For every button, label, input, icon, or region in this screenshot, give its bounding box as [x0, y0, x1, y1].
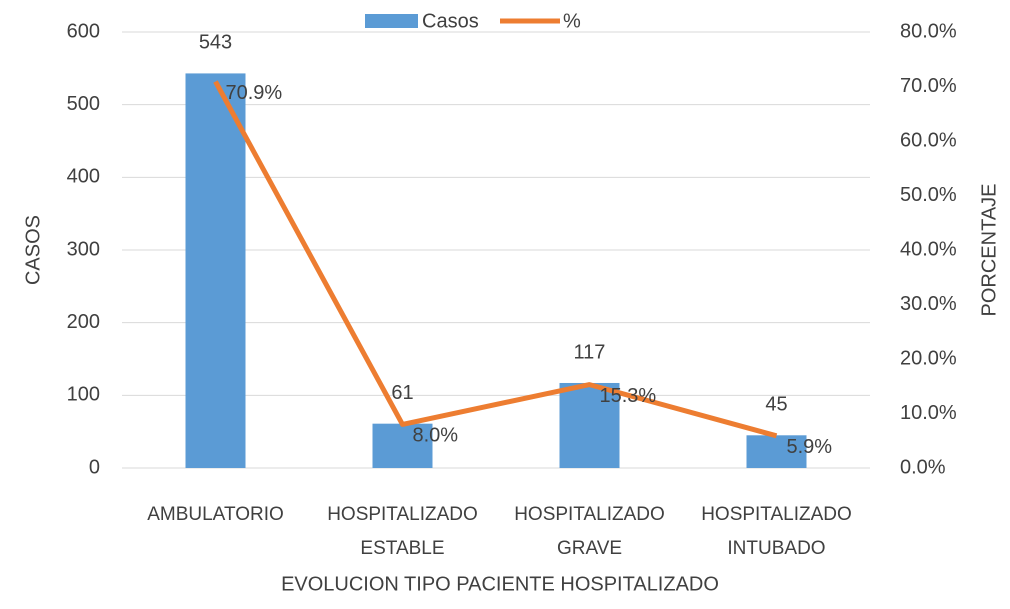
y-tick-label: 400 — [67, 166, 100, 188]
y2-tick-label: 60.0% — [900, 129, 957, 151]
x-tick-label: HOSPITALIZADO ESTABLE — [327, 504, 478, 559]
line-value-label: 8.0% — [413, 425, 459, 447]
legend-label: % — [563, 10, 581, 32]
y-tick-label: 0 — [89, 456, 100, 478]
y2-tick-label: 10.0% — [900, 402, 957, 424]
bar — [746, 435, 807, 468]
y-tick-label: 200 — [67, 311, 100, 333]
bar-value-label: 61 — [391, 382, 413, 404]
bar-value-label: 543 — [199, 32, 232, 54]
line-value-label: 5.9% — [787, 436, 833, 458]
bar — [559, 382, 620, 468]
x-tick-label: HOSPITALIZADO GRAVE — [514, 504, 665, 559]
line-value-label: 70.9% — [226, 82, 283, 104]
legend-swatch — [365, 14, 418, 28]
y2-tick-label: 50.0% — [900, 184, 957, 206]
y2-tick-label: 70.0% — [900, 75, 957, 97]
y2-tick-label: 20.0% — [900, 347, 957, 369]
bar — [185, 73, 246, 469]
y-tick-label: 600 — [67, 20, 100, 42]
y-axis-title: CASOS — [22, 215, 44, 285]
y2-tick-label: 40.0% — [900, 238, 957, 260]
y2-tick-label: 30.0% — [900, 293, 957, 315]
y2-tick-label: 80.0% — [900, 20, 957, 42]
line-value-label: 15.3% — [600, 385, 657, 407]
line — [213, 80, 778, 439]
bar-value-label: 117 — [574, 341, 606, 363]
x-axis-title: EVOLUCION TIPO PACIENTE HOSPITALIZADO — [281, 573, 719, 595]
y-tick-label: 300 — [67, 238, 100, 260]
x-tick-label: AMBULATORIO — [147, 504, 284, 525]
legend-label: Casos — [422, 10, 479, 32]
bar — [372, 423, 433, 468]
y-tick-label: 500 — [67, 93, 100, 115]
y2-tick-label: 0.0% — [900, 456, 946, 478]
bar-value-label: 45 — [765, 394, 787, 416]
y2-axis-title: PORCENTAJE — [978, 184, 1000, 317]
y-tick-label: 100 — [67, 384, 100, 406]
x-tick-label: HOSPITALIZADO INTUBADO — [701, 504, 852, 559]
